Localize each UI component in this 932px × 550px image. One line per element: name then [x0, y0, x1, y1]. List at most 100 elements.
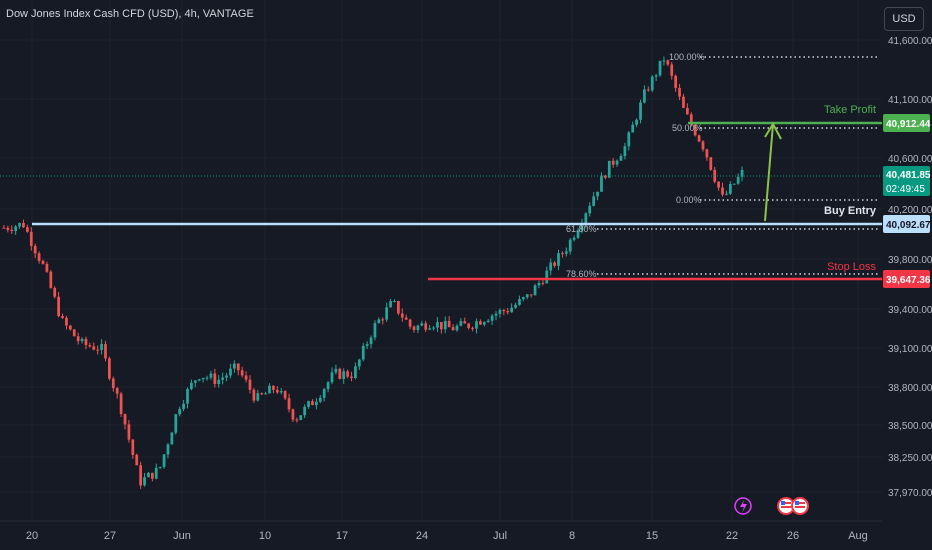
candle-body	[619, 156, 623, 161]
currency-button[interactable]: USD	[884, 7, 924, 31]
candle-body	[658, 60, 662, 76]
candle-body	[709, 157, 713, 170]
candle-body	[318, 397, 322, 402]
candle-body	[22, 222, 25, 228]
candle-body	[502, 310, 506, 312]
candle-body	[459, 321, 463, 326]
candle-body	[533, 285, 537, 296]
us-flag-stripe	[795, 506, 805, 508]
candle-body	[209, 373, 213, 378]
event-markers[interactable]	[734, 497, 809, 515]
candle-body	[272, 385, 275, 390]
candle-body	[736, 176, 740, 184]
candle-body	[197, 379, 201, 381]
candle-body	[404, 317, 408, 320]
candle-body	[408, 319, 412, 327]
candle-body	[549, 262, 553, 271]
fib-level-label: 50.00%	[672, 123, 703, 133]
candle-body	[256, 393, 260, 401]
candle-body	[557, 253, 560, 266]
candle-body	[518, 299, 521, 305]
candle-body	[201, 377, 205, 380]
candle-body	[412, 326, 416, 331]
candle-body	[607, 160, 611, 178]
candle-body	[463, 321, 467, 324]
candle-body	[354, 366, 357, 378]
candle-body	[29, 231, 33, 246]
candle-body	[451, 327, 455, 331]
candle-body	[631, 124, 635, 133]
candle-body	[158, 466, 162, 468]
time-tick-label: 24	[416, 530, 428, 542]
candlesticks	[2, 56, 744, 489]
candle-body	[326, 382, 330, 390]
candle-body	[350, 376, 353, 378]
candle-body	[627, 132, 631, 147]
candle-body	[6, 227, 10, 230]
candle-body	[678, 87, 681, 97]
candle-body	[260, 393, 264, 395]
candle-body	[252, 389, 256, 401]
candle-body	[131, 439, 135, 455]
candle-body	[455, 325, 459, 331]
candle-body	[666, 60, 670, 65]
candle-body	[41, 260, 45, 264]
candle-body	[307, 401, 310, 407]
candle-body	[611, 160, 615, 165]
candle-body	[361, 345, 365, 360]
candle-body	[416, 325, 420, 331]
candle-body	[61, 316, 64, 318]
candle-body	[447, 320, 451, 328]
candle-body	[389, 301, 392, 308]
candle-body	[510, 307, 514, 313]
take-profit-text: Take Profit	[824, 104, 876, 116]
candle-body	[541, 282, 545, 284]
candle-body	[123, 414, 127, 425]
candle-body	[244, 375, 248, 380]
price-tick-label: 40,600.00	[888, 154, 932, 165]
candle-body	[646, 89, 650, 91]
fib-level-label: 78.60%	[566, 269, 597, 279]
candle-body	[291, 409, 295, 420]
candle-body	[721, 187, 724, 195]
candle-body	[674, 75, 678, 88]
candle-body	[162, 454, 166, 467]
price-tick-label: 38,500.00	[888, 421, 932, 432]
candle-body	[373, 323, 377, 338]
time-tick-label: 27	[104, 530, 116, 542]
candle-body	[182, 403, 185, 409]
candle-body	[686, 107, 689, 115]
candle-body	[143, 477, 146, 486]
candle-body	[467, 323, 471, 328]
price-tick-label: 38,800.00	[888, 383, 932, 394]
candle-body	[135, 454, 139, 466]
candle-body	[650, 76, 654, 91]
candle-body	[76, 336, 80, 342]
candle-body	[689, 114, 693, 125]
price-axis[interactable]: 41,600.00 41,100.00 40,600.00 40,200.00 39,8…	[888, 36, 932, 499]
countdown-timer: 02:49:45	[886, 184, 925, 195]
candle-body	[475, 321, 478, 329]
candle-body	[428, 328, 431, 330]
candle-body	[545, 270, 549, 284]
candle-body	[115, 388, 119, 394]
candle-body	[732, 183, 736, 185]
us-flag-stripe	[781, 502, 791, 504]
candle-body	[150, 472, 154, 479]
candle-body	[603, 175, 607, 178]
candle-body	[600, 175, 603, 192]
stop-loss-text: Stop Loss	[827, 261, 876, 273]
us-flag-stripe	[795, 502, 805, 504]
candle-body	[154, 467, 158, 479]
candle-body	[96, 349, 100, 351]
time-tick-label: 15	[646, 530, 658, 542]
candle-body	[635, 119, 638, 125]
candle-body	[268, 385, 271, 394]
candle-body	[275, 389, 279, 393]
candle-body	[45, 263, 49, 272]
time-axis[interactable]: 20 27 Jun 10 17 24 Jul 8 15 22 26 Aug	[0, 520, 882, 542]
candle-body	[357, 359, 361, 367]
candle-body	[88, 345, 92, 347]
candle-body	[49, 271, 53, 288]
